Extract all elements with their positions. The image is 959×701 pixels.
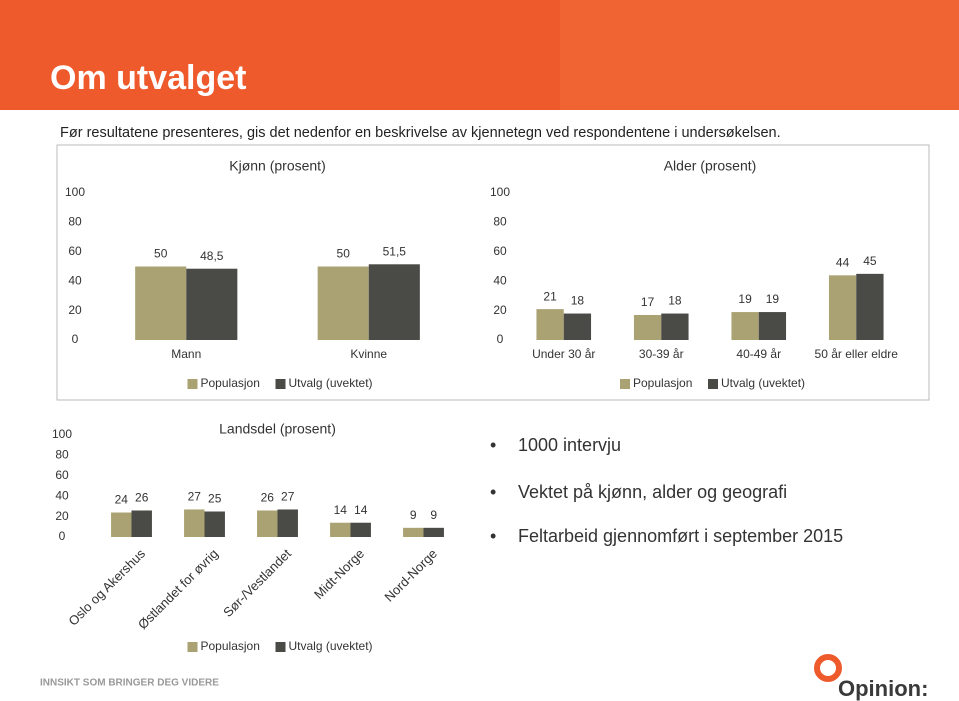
value-label: 9 bbox=[410, 508, 417, 522]
value-label: 44 bbox=[836, 255, 850, 269]
y-tick-label: 0 bbox=[497, 332, 504, 346]
bar bbox=[184, 509, 205, 537]
y-tick-label: 80 bbox=[55, 448, 69, 462]
bar bbox=[563, 313, 592, 340]
value-label: 14 bbox=[334, 503, 348, 517]
bar bbox=[856, 273, 884, 340]
chart-title: Kjønn (prosent) bbox=[229, 158, 325, 174]
logo-text: Opinion: bbox=[838, 676, 928, 701]
bullet: • bbox=[490, 526, 496, 546]
value-label: 50 bbox=[337, 247, 351, 261]
value-label: 26 bbox=[261, 491, 275, 505]
value-label: 26 bbox=[135, 491, 149, 505]
y-tick-label: 40 bbox=[493, 273, 507, 287]
value-label: 27 bbox=[188, 490, 202, 504]
y-tick-label: 60 bbox=[493, 244, 507, 258]
legend-label: Utvalg (uvektet) bbox=[289, 639, 373, 653]
bar bbox=[368, 264, 420, 340]
y-tick-label: 100 bbox=[65, 185, 85, 199]
y-tick-label: 60 bbox=[55, 468, 69, 482]
bullet-text: Vektet på kjønn, alder og geografi bbox=[518, 482, 787, 502]
x-tick-label: Under 30 år bbox=[532, 347, 595, 361]
value-label: 48,5 bbox=[200, 249, 224, 263]
value-label: 9 bbox=[430, 508, 437, 522]
value-label: 51,5 bbox=[383, 244, 407, 258]
legend-swatch bbox=[187, 379, 198, 389]
bar bbox=[828, 275, 857, 340]
bar bbox=[257, 510, 278, 537]
y-tick-label: 100 bbox=[490, 185, 510, 199]
x-tick-label: 40-49 år bbox=[736, 347, 781, 361]
bullet-text: Feltarbeid gjennomført i september 2015 bbox=[518, 526, 843, 546]
value-label: 45 bbox=[863, 254, 877, 268]
intro-text: Før resultatene presenteres, gis det ned… bbox=[60, 125, 781, 141]
value-label: 18 bbox=[571, 294, 585, 308]
legend-label: Populasjon bbox=[201, 639, 260, 653]
chart-frame bbox=[56, 144, 930, 401]
bar bbox=[661, 313, 689, 340]
bar bbox=[277, 509, 298, 537]
x-tick-label: 50 år eller eldre bbox=[815, 347, 899, 361]
bar bbox=[350, 522, 371, 537]
value-label: 19 bbox=[766, 292, 780, 306]
y-tick-label: 0 bbox=[59, 529, 66, 543]
bar bbox=[131, 510, 152, 537]
chart-title: Landsdel (prosent) bbox=[219, 421, 336, 437]
bar bbox=[135, 266, 187, 340]
y-tick-label: 100 bbox=[52, 427, 72, 441]
legend-swatch bbox=[187, 642, 198, 652]
bar bbox=[204, 511, 225, 537]
slide-title: Om utvalget bbox=[50, 59, 246, 97]
x-tick-label: Kvinne bbox=[350, 347, 387, 361]
bar bbox=[186, 268, 238, 340]
y-tick-label: 40 bbox=[68, 273, 82, 287]
bullet-text: 1000 intervju bbox=[518, 435, 621, 455]
footer-text: INNSIKT SOM BRINGER DEG VIDERE bbox=[40, 678, 219, 689]
bullet: • bbox=[490, 482, 496, 502]
y-tick-label: 0 bbox=[72, 332, 79, 346]
legend-label: Utvalg (uvektet) bbox=[721, 376, 805, 390]
value-label: 17 bbox=[641, 295, 655, 309]
bar bbox=[317, 266, 369, 340]
legend-label: Utvalg (uvektet) bbox=[289, 376, 373, 390]
x-tick-label: Mann bbox=[171, 347, 201, 361]
value-label: 19 bbox=[738, 292, 752, 306]
legend-label: Populasjon bbox=[201, 376, 260, 390]
bar bbox=[111, 512, 132, 537]
y-tick-label: 80 bbox=[493, 215, 507, 229]
y-tick-label: 20 bbox=[68, 303, 82, 317]
value-label: 27 bbox=[281, 490, 295, 504]
y-tick-label: 80 bbox=[68, 215, 82, 229]
legend-swatch bbox=[620, 379, 630, 389]
header-pattern bbox=[560, 0, 959, 110]
bar bbox=[403, 527, 424, 537]
value-label: 14 bbox=[354, 503, 368, 517]
chart-title: Alder (prosent) bbox=[664, 158, 757, 174]
y-tick-label: 60 bbox=[68, 244, 82, 258]
logo-icon bbox=[814, 654, 842, 682]
value-label: 24 bbox=[115, 493, 129, 507]
legend-swatch bbox=[708, 379, 718, 389]
legend-swatch bbox=[275, 379, 286, 389]
legend-label: Populasjon bbox=[633, 376, 692, 390]
value-label: 18 bbox=[668, 294, 682, 308]
bar bbox=[758, 312, 787, 340]
y-tick-label: 20 bbox=[55, 509, 69, 523]
bar bbox=[536, 309, 564, 340]
bar bbox=[330, 522, 351, 537]
bar bbox=[731, 312, 759, 340]
legend-swatch bbox=[275, 642, 286, 652]
value-label: 21 bbox=[543, 289, 557, 303]
x-tick-label: 30-39 år bbox=[639, 347, 684, 361]
value-label: 50 bbox=[154, 247, 168, 261]
bar bbox=[423, 527, 444, 537]
bullet: • bbox=[490, 435, 496, 455]
bar bbox=[633, 315, 662, 340]
y-tick-label: 20 bbox=[493, 303, 507, 317]
y-tick-label: 40 bbox=[55, 488, 69, 502]
value-label: 25 bbox=[208, 492, 222, 506]
